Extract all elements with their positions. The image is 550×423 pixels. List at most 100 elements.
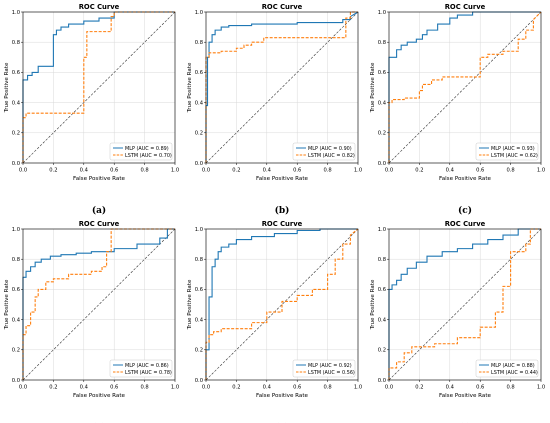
roc-panel-3: 0.0 0.2 0.4 0.6 0.8 1.0 0.0 0.2 0.4 0.6 0.8 1.0 ROC … [370,3,545,216]
roc-panel-1: 0.0 0.2 0.4 0.6 0.8 1.0 0.0 0.2 0.4 0.6 0.8 1.0 ROC … [4,3,179,216]
roc-panel-5: 0.0 0.2 0.4 0.6 0.8 1.0 0.0 0.2 0.4 0.6 0.8 1.0 ROC … [187,220,362,423]
x-axis-label: False Positive Rate [73,393,126,399]
axes-frame [22,11,176,164]
mlp-roc-series [205,228,358,380]
y-tick-label: 0.4 [12,100,21,106]
axes-frame [22,228,176,381]
legend-entry: LSTM (AUC = 0.82) [308,153,355,159]
mlp-roc-series [22,11,175,163]
y-tick-label: 0.8 [195,40,203,46]
x-tick-label: 0.8 [323,168,331,174]
plot-area [23,229,175,380]
x-tick-label: 1.0 [537,168,545,174]
x-tick-label: 0.0 [19,385,27,391]
roc-panel-4: 0.0 0.2 0.4 0.6 0.8 1.0 0.0 0.2 0.4 0.6 0.8 1.0 ROC … [4,220,179,423]
chart-title: ROC Curve [79,220,120,228]
legend-entry: MLP (AUC = 0.86) [125,363,169,369]
y-tick-label: 0.4 [378,100,387,106]
x-tick-label: 1.0 [354,385,362,391]
y-axis-label: True Positive Rate [370,62,376,113]
x-tick-label: 0.4 [446,168,455,174]
y-tick-label: 1.0 [378,10,386,16]
y-axis-label: True Positive Rate [187,279,193,330]
y-tick-label: 0.0 [195,378,203,384]
legend-box [109,359,173,378]
lstm-roc-series [388,228,541,380]
x-tick-label: 0.0 [385,385,393,391]
legend-box [292,359,356,378]
y-tick-label: 0.8 [12,257,20,263]
y-tick-label: 0.6 [12,70,20,76]
mlp-roc-series [388,228,541,380]
x-tick-label: 1.0 [171,385,179,391]
y-tick-label: 0.8 [378,40,386,46]
x-tick-label: 0.2 [415,168,423,174]
y-tick-label: 1.0 [12,10,20,16]
y-axis-label: True Positive Rate [4,62,10,113]
plot-area [206,12,358,163]
axes-frame [388,11,542,164]
x-tick-label: 0.4 [80,168,89,174]
chart-title: ROC Curve [262,220,303,228]
y-tick-label: 0.4 [378,317,387,323]
legend-entry: MLP (AUC = 0.93) [491,146,535,152]
legend-entry: MLP (AUC = 0.90) [308,146,352,152]
chart-title: ROC Curve [445,220,486,228]
chart-title: ROC Curve [445,3,486,11]
y-tick-label: 0.2 [378,131,386,137]
y-axis-label: True Positive Rate [370,279,376,330]
y-tick-label: 0.2 [12,131,20,137]
y-tick-label: 0.2 [195,348,203,354]
y-tick-label: 0.0 [378,378,386,384]
x-tick-label: 0.2 [232,385,240,391]
legend-entry: LSTM (AUC = 0.70) [125,153,172,159]
plot-area [389,229,541,380]
legend: MLP (AUC = 0.90)LSTM (AUC = 0.82) [292,142,356,161]
chart-title: ROC Curve [79,3,120,11]
x-tick-label: 0.8 [506,385,514,391]
legend-entry: LSTM (AUC = 0.56) [308,370,355,376]
x-axis-label: False Positive Rate [73,176,126,182]
x-tick-label: 0.2 [415,385,423,391]
mlp-roc-series [22,228,175,380]
legend: MLP (AUC = 0.86)LSTM (AUC = 0.78) [109,359,173,378]
y-tick-label: 0.6 [378,287,386,293]
panel-label: (c) [458,205,472,216]
y-tick-label: 1.0 [378,227,386,233]
x-tick-label: 0.6 [476,168,484,174]
x-tick-label: 0.8 [506,168,514,174]
chart-title: ROC Curve [262,3,303,11]
y-tick-label: 0.6 [378,70,386,76]
axes-frame [388,228,542,381]
legend-entry: MLP (AUC = 0.92) [308,363,352,369]
y-tick-label: 0.4 [195,100,204,106]
x-axis-label: False Positive Rate [256,176,309,182]
legend: MLP (AUC = 0.88)LSTM (AUC = 0.44) [475,359,539,378]
y-tick-label: 0.0 [12,378,20,384]
x-tick-label: 0.6 [293,385,301,391]
legend: MLP (AUC = 0.93)LSTM (AUC = 0.62) [475,142,539,161]
y-tick-label: 0.2 [378,348,386,354]
lstm-roc-series [205,228,359,380]
x-tick-label: 0.6 [476,385,484,391]
legend: MLP (AUC = 0.89)LSTM (AUC = 0.70) [109,142,173,161]
x-tick-label: 0.4 [446,385,455,391]
axes-frame [205,11,359,164]
legend-entry: LSTM (AUC = 0.62) [491,153,538,159]
panel-label: (a) [92,205,106,216]
lstm-roc-series [205,11,358,163]
axes-frame [205,228,359,381]
plot-area [389,12,541,163]
roc-panel-6: 0.0 0.2 0.4 0.6 0.8 1.0 0.0 0.2 0.4 0.6 0.8 1.0 ROC … [370,220,545,423]
y-tick-label: 0.8 [12,40,20,46]
x-tick-label: 0.2 [232,168,240,174]
x-tick-label: 0.0 [385,168,393,174]
y-tick-label: 0.6 [12,287,20,293]
plot-area [23,12,175,163]
x-tick-label: 0.0 [202,168,210,174]
y-tick-label: 1.0 [12,227,20,233]
y-tick-label: 1.0 [195,10,203,16]
legend-entry: MLP (AUC = 0.88) [491,363,535,369]
x-tick-label: 0.0 [202,385,210,391]
legend-entry: LSTM (AUC = 0.44) [491,370,538,376]
